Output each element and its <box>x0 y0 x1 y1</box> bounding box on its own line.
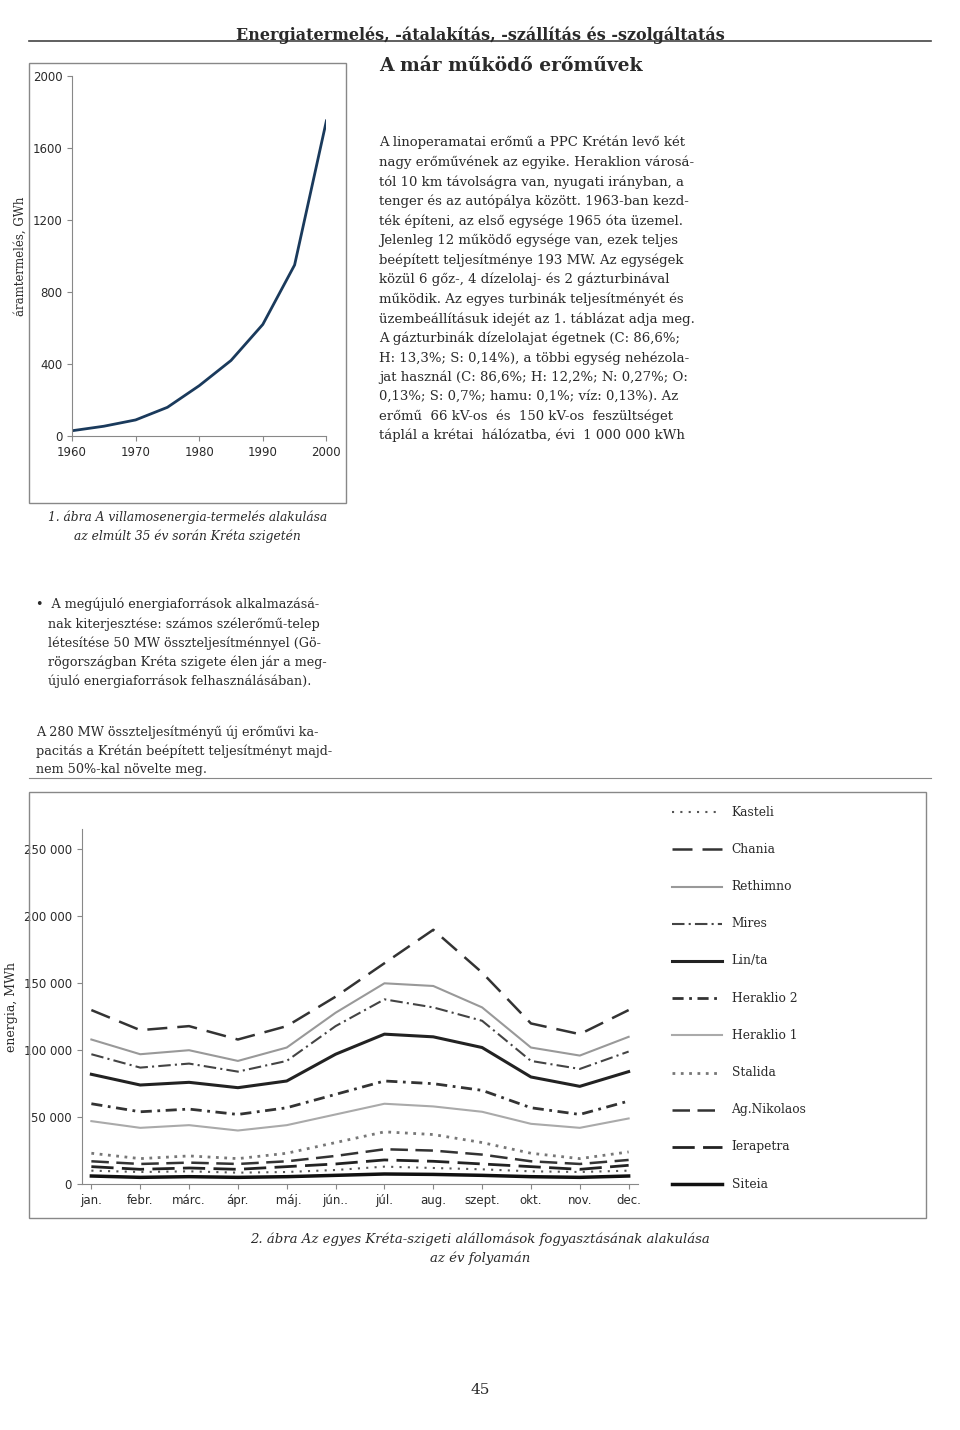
Text: Heraklio 2: Heraklio 2 <box>732 991 797 1005</box>
Text: A már működő erőművek: A már működő erőművek <box>379 57 643 76</box>
Text: Mires: Mires <box>732 917 767 931</box>
Text: Ag.Nikolaos: Ag.Nikolaos <box>732 1103 806 1117</box>
Text: Kasteli: Kasteli <box>732 805 775 819</box>
Y-axis label: áramtermelés, GWh: áramtermelés, GWh <box>14 196 27 316</box>
Text: 45: 45 <box>470 1383 490 1397</box>
Text: 2. ábra Az egyes Kréta-szigeti alállomások fogyasztásának alakulása
az év folyam: 2. ábra Az egyes Kréta-szigeti alállomás… <box>251 1233 709 1266</box>
Text: Lin/ta: Lin/ta <box>732 954 768 968</box>
Text: Heraklio 1: Heraklio 1 <box>732 1028 797 1042</box>
Text: Rethimno: Rethimno <box>732 879 792 894</box>
Text: Ierapetra: Ierapetra <box>732 1140 790 1154</box>
Text: A 280 MW összteljesítményű új erőművi ka-
pacitás a Krétán beépített teljesítmén: A 280 MW összteljesítményű új erőművi ka… <box>36 725 332 776</box>
Y-axis label: energia, MWh: energia, MWh <box>5 962 18 1051</box>
Text: 1. ábra A villamosenergia-termelés alakulása
az elmúlt 35 év során Kréta szigeté: 1. ábra A villamosenergia-termelés alaku… <box>48 511 326 543</box>
Text: Stalida: Stalida <box>732 1065 776 1080</box>
Text: A linoperamatai erőmű a PPC Krétán levő két
nagy erőművének az egyike. Heraklion: A linoperamatai erőmű a PPC Krétán levő … <box>379 136 695 442</box>
Text: Siteia: Siteia <box>732 1177 768 1191</box>
Text: Energiatermelés, -átalakítás, -szállítás és -szolgáltatás: Energiatermelés, -átalakítás, -szállítás… <box>235 26 725 44</box>
Text: •  A megújuló energiaforrások alkalmazásá-
   nak kiterjesztése: számos szélerőm: • A megújuló energiaforrások alkalmazásá… <box>36 598 327 688</box>
Text: Chania: Chania <box>732 842 776 857</box>
